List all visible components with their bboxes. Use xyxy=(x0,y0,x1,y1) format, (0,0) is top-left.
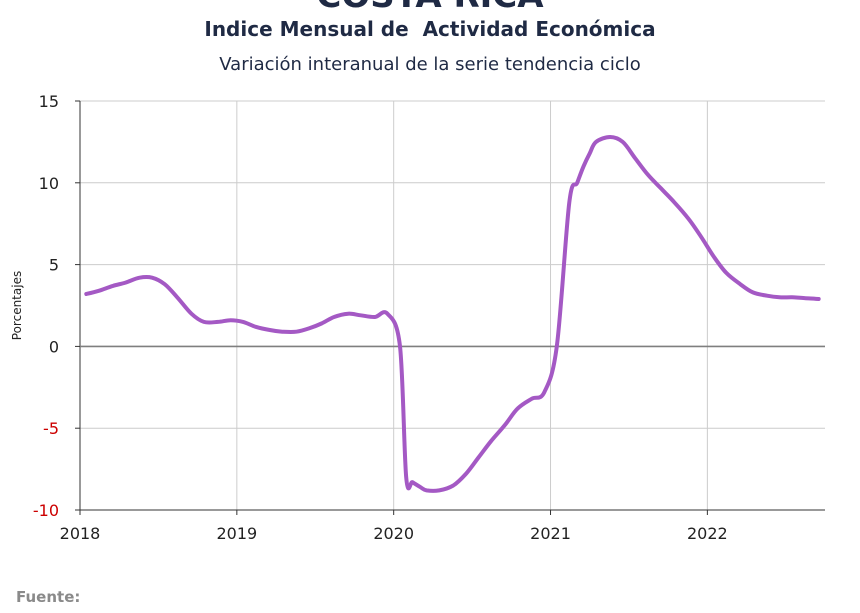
y-tick-label: 10 xyxy=(39,174,59,193)
y-tick-label: -5 xyxy=(43,419,59,438)
chart-title: Indice Mensual de Actividad Económica xyxy=(204,17,656,41)
x-tick-label: 2020 xyxy=(373,524,414,543)
y-tick-label: 5 xyxy=(49,256,59,275)
series-line xyxy=(84,135,821,493)
chart-subtitle: Variación interanual de la serie tendenc… xyxy=(219,54,641,75)
y-tick-label: 0 xyxy=(49,337,59,356)
y-tick-label: 15 xyxy=(39,92,59,111)
source-label: Fuente: xyxy=(16,588,81,606)
x-tick-label: 2019 xyxy=(216,524,257,543)
x-tick-label: 2022 xyxy=(687,524,728,543)
y-tick-label: -10 xyxy=(33,501,59,520)
x-tick-label: 2021 xyxy=(530,524,571,543)
y-axis-label: Porcentajes xyxy=(10,271,24,340)
x-tick-label: 2018 xyxy=(60,524,101,543)
main-title: COSTA RICA xyxy=(0,0,860,16)
